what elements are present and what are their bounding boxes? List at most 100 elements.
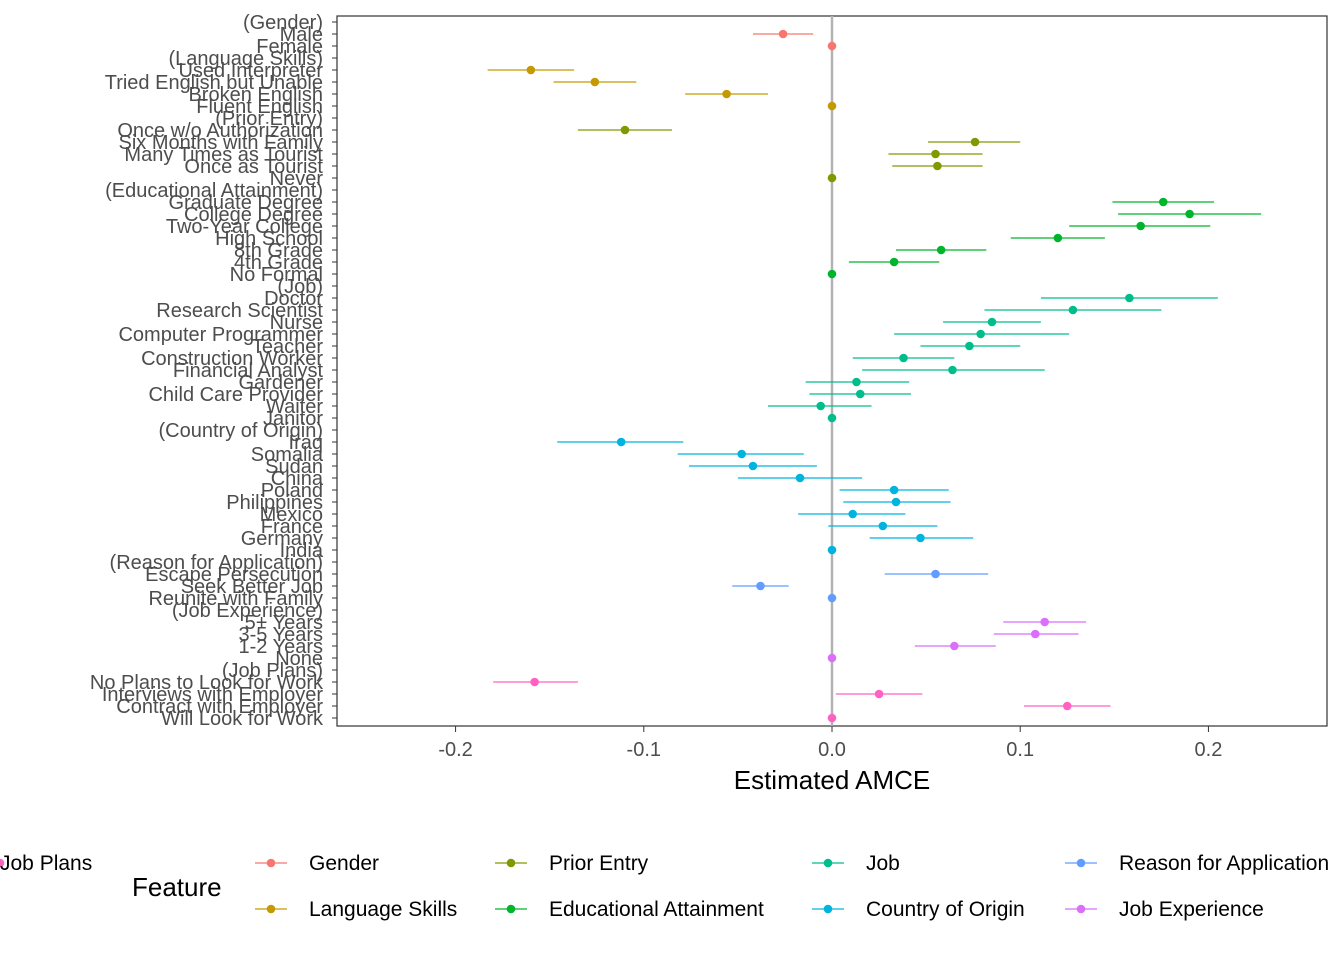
point-iraq (616, 437, 626, 447)
y-tick-label-waiter: Waiter (266, 396, 323, 418)
point-male (778, 29, 788, 39)
legend-key-point (1076, 904, 1086, 914)
point-8th-grade (936, 245, 946, 255)
point-seek-better-job (756, 581, 765, 591)
point-teacher (965, 341, 974, 351)
legend-item-gender: Gender (255, 852, 379, 875)
point-1-2-years (950, 641, 959, 651)
y-tick-label-financial-analyst: Financial Analyst (173, 360, 324, 382)
point-used-interpreter (526, 65, 536, 75)
legend-key-point (823, 858, 833, 868)
y-tick-label-4th-grade: 4th Grade (234, 252, 323, 274)
y-tick-label-1-2-years: 1-2 Years (238, 636, 323, 658)
y-tick-label-two-year-college: Two-Year College (166, 216, 323, 238)
legend-label: Gender (309, 852, 379, 875)
legend-item-job-plans: Job Plans (0, 852, 92, 875)
y-tick-label-once-w-o-authorization: Once w/o Authorization (117, 120, 323, 142)
point-none (827, 653, 837, 663)
point-escape-persecution (931, 569, 940, 579)
y-tick-label-language-skills: (Language Skills) (168, 48, 323, 70)
legend-item-language-skills: Language Skills (255, 898, 457, 921)
point-doctor (1125, 293, 1134, 303)
y-tick-label-iraq: Iraq (289, 432, 323, 454)
y-tick-label-tried-english-but-unable: Tried English but Unable (105, 72, 323, 94)
point-graduate-degree (1158, 197, 1168, 207)
legend: Feature Gender Language Skills Prior Entry… (0, 852, 1329, 921)
legend-title: Feature (132, 872, 222, 902)
y-tick-label-educational-attainment: (Educational Attainment) (105, 180, 323, 202)
y-tick-label-prior-entry: (Prior Entry) (215, 108, 323, 130)
legend-label: Prior Entry (549, 852, 649, 875)
point-india (827, 545, 837, 555)
point-two-year-college (1136, 221, 1145, 231)
y-tick-label-six-months-with-family: Six Months with Family (119, 132, 324, 154)
y-tick-label-seek-better-job: Seek Better Job (181, 576, 323, 598)
legend-item-reason-for-application: Reason for Application (1065, 852, 1329, 875)
y-tick-label-doctor: Doctor (264, 288, 323, 310)
y-tick-label-used-interpreter: Used Interpreter (178, 60, 323, 82)
y-tick-label-computer-programmer: Computer Programmer (118, 324, 323, 346)
legend-key-point (0, 858, 5, 868)
legend-key-point (506, 858, 516, 868)
point-nurse (987, 317, 997, 327)
y-tick-label-many-times-as-tourist: Many Times as Tourist (124, 144, 323, 166)
point-somalia (737, 449, 746, 459)
y-tick-label-graduate-degree: Graduate Degree (168, 192, 323, 214)
y-tick-label-somalia: Somalia (251, 444, 324, 466)
y-tick-label-never: Never (270, 168, 324, 190)
plot-area (336, 15, 1328, 727)
legend-key-point (1076, 858, 1086, 868)
y-tick-label-research-scientist: Research Scientist (156, 300, 323, 322)
y-tick-label-8th-grade: 8th Grade (234, 240, 323, 262)
point-six-months-with-family (970, 137, 980, 147)
point-germany (916, 533, 925, 543)
y-tick-label-janitor: Janitor (263, 408, 323, 430)
y-tick-label-india: India (280, 540, 324, 562)
y-tick-label-broken-english: Broken English (188, 84, 323, 106)
legend-item-country-of-origin: Country of Origin (812, 898, 1025, 921)
y-tick-label-philippines: Philippines (226, 492, 323, 514)
y-tick-label-china: China (271, 468, 324, 490)
point-broken-english (722, 89, 731, 99)
point-poland (889, 485, 899, 495)
legend-item-prior-entry: Prior Entry (495, 852, 649, 875)
legend-item-job-experience: Job Experience (1065, 898, 1264, 921)
legend-item-educational-attainment: Educational Attainment (495, 898, 764, 921)
y-tick-label-no-formal: No Formal (230, 264, 323, 286)
point-contract-with-employer (1062, 701, 1072, 711)
y-tick-label-germany: Germany (241, 528, 323, 550)
legend-key-point (506, 904, 516, 914)
point-interviews-with-employer (874, 689, 884, 699)
point-high-school (1053, 233, 1063, 243)
legend-label: Educational Attainment (549, 898, 764, 921)
y-tick-label-country-of-origin: (Country of Origin) (159, 420, 324, 442)
legend-label: Language Skills (309, 898, 457, 921)
point-3-5-years (1030, 629, 1040, 639)
y-tick-label-nurse: Nurse (270, 312, 323, 334)
y-tick-label-gender: (Gender) (243, 12, 323, 34)
y-tick-label-teacher: Teacher (252, 336, 323, 358)
y-tick-label-sudan: Sudan (265, 456, 323, 478)
y-tick-label-interviews-with-employer: Interviews with Employer (102, 684, 324, 706)
legend-label: Job Experience (1119, 898, 1264, 921)
point-fluent-english (827, 101, 837, 111)
x-axis-title: Estimated AMCE (734, 765, 931, 795)
x-tick-label: 0.1 (1006, 739, 1034, 761)
y-tick-label-high-school: High School (215, 228, 323, 250)
legend-label: Reason for Application (1119, 852, 1329, 875)
y-tick-label-no-plans-to-look-for-work: No Plans to Look for Work (90, 672, 324, 694)
x-tick-label: 0.0 (818, 739, 846, 761)
y-tick-label-job-plans: (Job Plans) (222, 660, 323, 682)
point-janitor (827, 413, 837, 423)
point-female (827, 41, 837, 51)
point-waiter (816, 401, 826, 411)
point-china (795, 473, 805, 483)
point-tried-english-but-unable (590, 77, 600, 87)
point-5-years (1040, 617, 1049, 627)
point-philippines (891, 497, 901, 507)
x-tick-label: -0.2 (438, 739, 472, 761)
point-gardener (852, 377, 861, 387)
y-tick-label-3-5-years: 3-5 Years (238, 624, 323, 646)
